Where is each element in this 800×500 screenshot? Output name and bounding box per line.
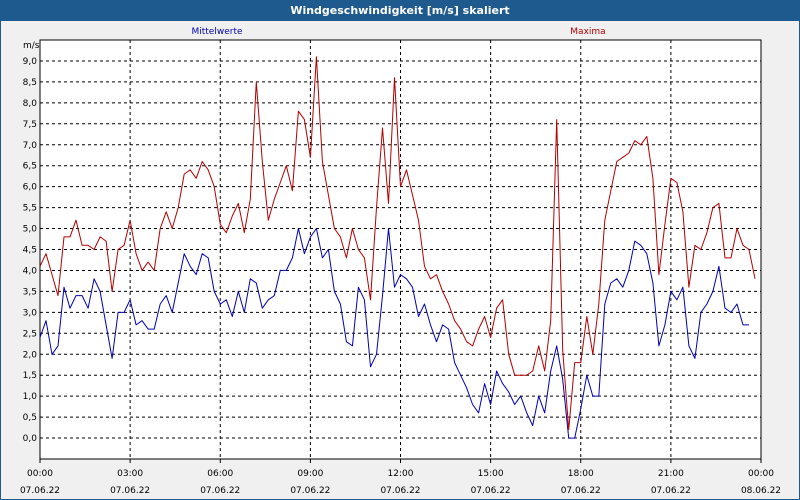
x-tick-time: 21:00 — [658, 469, 684, 479]
y-tick-label: 8,5 — [23, 78, 37, 88]
x-tick-date: 07.06.22 — [200, 486, 240, 496]
legend-series-0: Mittelwerte — [191, 27, 242, 37]
x-tick-date: 07.06.22 — [561, 486, 601, 496]
x-tick-time: 06:00 — [207, 469, 233, 479]
x-tick-time: 18:00 — [568, 469, 594, 479]
series-line-1 — [39, 56, 756, 431]
y-tick-label: 0,0 — [23, 434, 38, 444]
x-tick-time: 15:00 — [478, 469, 504, 479]
y-tick-label: 1,0 — [23, 392, 38, 402]
y-tick-label: 5,0 — [23, 225, 38, 235]
y-tick-label: 3,5 — [23, 287, 37, 297]
x-tick-date: 07.06.22 — [110, 486, 150, 496]
y-tick-label: 7,5 — [23, 120, 37, 130]
x-tick-time: 00:00 — [27, 469, 53, 479]
y-tick-label: 4,5 — [23, 246, 37, 256]
series-line-0 — [39, 228, 749, 439]
y-tick-label: 8,0 — [23, 99, 38, 109]
x-tick-date: 07.06.22 — [380, 486, 420, 496]
y-tick-label: 5,5 — [23, 204, 37, 214]
y-axis-unit: m/s — [23, 41, 40, 51]
y-tick-label: 7,0 — [23, 141, 38, 151]
x-tick-time: 03:00 — [117, 469, 143, 479]
y-tick-label: 3,0 — [23, 308, 38, 318]
x-tick-date: 08.06.22 — [741, 486, 781, 496]
x-tick-date: 07.06.22 — [20, 486, 60, 496]
y-tick-label: 0,5 — [23, 413, 37, 423]
y-tick-label: 6,5 — [23, 162, 37, 172]
x-tick-date: 07.06.22 — [290, 486, 330, 496]
y-tick-label: 1,5 — [23, 371, 37, 381]
plot-border — [39, 39, 762, 460]
x-tick-time: 09:00 — [297, 469, 323, 479]
x-tick-time: 12:00 — [388, 469, 414, 479]
legend-series-1: Maxima — [570, 27, 605, 37]
x-tick-time: 00:00 — [748, 469, 774, 479]
y-tick-label: 2,5 — [23, 329, 37, 339]
window-title: Windgeschwindigkeit [m/s] skaliert — [1, 1, 799, 21]
x-tick-date: 07.06.22 — [651, 486, 691, 496]
y-tick-label: 4,0 — [23, 266, 38, 276]
y-tick-label: 9,0 — [23, 57, 38, 67]
y-tick-label: 6,0 — [23, 183, 38, 193]
y-tick-label: 2,0 — [23, 350, 38, 360]
x-tick-date: 07.06.22 — [471, 486, 511, 496]
